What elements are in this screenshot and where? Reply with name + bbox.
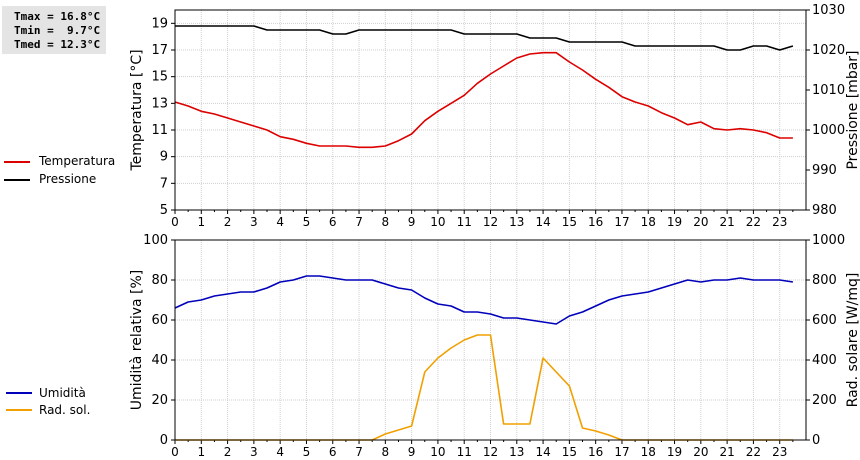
x-tick-label: 2 (224, 445, 232, 459)
y-tick-label: 11 (151, 123, 168, 138)
x-tick-label: 12 (483, 215, 498, 229)
x-tick-label: 14 (535, 215, 550, 229)
x-tick-label: 12 (483, 445, 498, 459)
chart-panel-2: 0 1 2 3 4 5 6 7 8 9 10 11 12 13 14 15 16 17 18 19 20 21 22 2302… (129, 233, 860, 459)
x-tick-label: 22 (746, 445, 761, 459)
x-tick-label: 15 (562, 215, 577, 229)
y2-tick-label: 1010 (812, 83, 845, 98)
x-tick-label: 5 (303, 445, 311, 459)
x-tick-label: 8 (382, 445, 390, 459)
x-tick-label: 18 (641, 445, 656, 459)
x-tick-label: 13 (509, 445, 524, 459)
y-tick-label: 19 (151, 16, 168, 31)
y2-tick-label: 1000 (812, 123, 845, 138)
y-tick-label: 17 (151, 43, 168, 58)
x-tick-label: 22 (746, 215, 761, 229)
pressione-label: Pressione (39, 172, 97, 186)
x-tick-label: 7 (355, 445, 363, 459)
y2-tick-label: 200 (812, 393, 837, 408)
y2-axis-title: Rad. solare [W/mq] (845, 273, 860, 408)
x-tick-label: 19 (667, 445, 682, 459)
series-line-pressione (175, 25, 794, 51)
x-tick-label: 20 (693, 445, 708, 459)
y-tick-label: 100 (143, 233, 168, 248)
x-tick-label: 3 (250, 445, 258, 459)
tmax-label: Tmax = 16.8°C (14, 10, 101, 23)
x-tick-label: 23 (772, 215, 787, 229)
temperatura-swatch (4, 161, 30, 163)
x-tick-label: 8 (382, 215, 390, 229)
y-tick-label: 9 (160, 150, 168, 165)
y-tick-label: 80 (151, 273, 168, 288)
tmin-label: Tmin = 9.7°C (14, 24, 101, 37)
y2-tick-label: 800 (812, 273, 837, 288)
legend-item-rad-sol: Rad. sol. (6, 403, 90, 417)
y-axis-title: Umidità relativa [%] (129, 270, 145, 411)
rad-sol-label: Rad. sol. (39, 403, 90, 417)
y-axis-title: Temperatura [°C] (129, 49, 145, 171)
umidita-label: Umidità (39, 386, 86, 400)
x-tick-label: 5 (303, 215, 311, 229)
y2-tick-label: 400 (812, 353, 837, 368)
x-tick-label: 21 (719, 445, 734, 459)
tmed-label: Tmed = 12.3°C (14, 38, 101, 51)
series-line-rad-sol (175, 334, 793, 441)
x-tick-label: 14 (535, 445, 550, 459)
legend-item-umidita: Umidità (6, 386, 86, 400)
y2-tick-label: 1020 (812, 43, 845, 58)
x-tick-label: 18 (641, 215, 656, 229)
stats-box: Tmax = 16.8°C Tmin = 9.7°C Tmed = 12.3°C (2, 6, 106, 54)
x-tick-label: 19 (667, 215, 682, 229)
x-tick-label: 17 (614, 445, 629, 459)
x-tick-label: 11 (457, 215, 472, 229)
x-tick-label: 7 (355, 215, 363, 229)
x-tick-label: 9 (408, 215, 416, 229)
x-tick-label: 13 (509, 215, 524, 229)
x-tick-label: 4 (276, 215, 284, 229)
temperatura-label: Temperatura (39, 154, 116, 168)
pressione-swatch (4, 179, 30, 181)
series-line-temperatura (174, 51, 793, 149)
x-tick-label: 10 (430, 215, 445, 229)
y2-tick-label: 990 (812, 163, 837, 178)
x-tick-label: 1 (197, 215, 205, 229)
y2-axis-title: Pressione [mbar] (845, 50, 860, 169)
y2-tick-label: 0 (812, 433, 820, 448)
y-tick-label: 20 (151, 393, 168, 408)
x-tick-label: 10 (430, 445, 445, 459)
y-tick-label: 7 (160, 176, 168, 191)
x-tick-label: 6 (329, 215, 337, 229)
x-tick-label: 15 (562, 445, 577, 459)
y2-tick-label: 1030 (812, 3, 845, 18)
series-line-umidit (174, 275, 794, 325)
x-tick-label: 11 (457, 445, 472, 459)
x-tick-label: 1 (197, 445, 205, 459)
x-tick-label: 3 (250, 215, 258, 229)
y-tick-label: 5 (160, 203, 168, 218)
x-tick-label: 2 (224, 215, 232, 229)
y-tick-label: 13 (151, 96, 168, 111)
y-tick-label: 60 (151, 313, 168, 328)
x-tick-label: 16 (588, 215, 603, 229)
plot-frame (174, 9, 807, 211)
y-tick-label: 0 (160, 433, 168, 448)
x-tick-label: 9 (408, 445, 416, 459)
x-tick-label: 0 (171, 215, 179, 229)
x-tick-label: 0 (171, 445, 179, 459)
x-tick-label: 16 (588, 445, 603, 459)
x-tick-label: 20 (693, 215, 708, 229)
x-tick-label: 21 (719, 215, 734, 229)
y2-tick-label: 980 (812, 203, 837, 218)
plot-frame (174, 239, 807, 441)
x-tick-label: 6 (329, 445, 337, 459)
x-tick-label: 4 (276, 445, 284, 459)
y-tick-label: 40 (151, 353, 168, 368)
x-tick-label: 23 (772, 445, 787, 459)
y2-tick-label: 600 (812, 313, 837, 328)
y2-tick-label: 1000 (812, 233, 845, 248)
chart-panel-1: 0 1 2 3 4 5 6 7 8 9 10 11 12 13 14 15 16 17 18 19 20 21 22 2357… (129, 3, 860, 229)
y-tick-label: 15 (151, 70, 168, 85)
x-tick-label: 17 (614, 215, 629, 229)
